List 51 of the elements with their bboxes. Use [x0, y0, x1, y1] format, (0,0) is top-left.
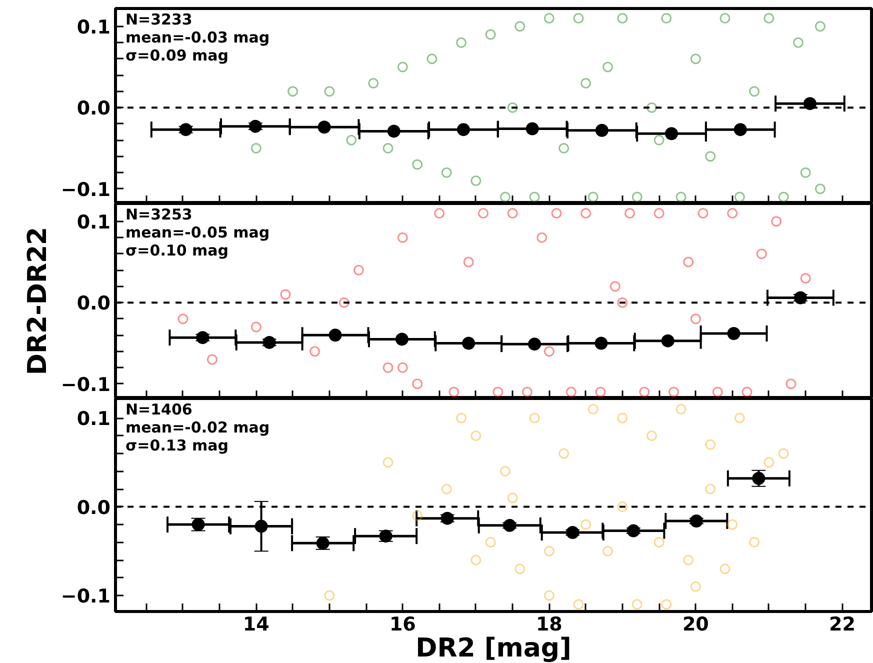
point [528, 338, 542, 351]
annotation: N=3233 [126, 10, 192, 28]
annotation: mean=-0.05 mag [126, 224, 270, 242]
y-tick-label: 0.0 [76, 98, 111, 120]
annotation: σ=0.13 mag [126, 436, 228, 454]
point [387, 124, 400, 138]
annotation: N=1406 [126, 400, 192, 418]
point [734, 123, 747, 136]
x-tick-label: 22 [828, 614, 856, 636]
point [462, 336, 476, 350]
point [318, 120, 331, 134]
point [665, 127, 678, 140]
point [727, 327, 740, 340]
point [526, 122, 539, 136]
point [440, 512, 454, 525]
y-tick-label: 0.1 [76, 211, 111, 234]
annotation: σ=0.09 mag [126, 46, 228, 64]
y-tick-label: 0.1 [76, 408, 111, 430]
point [661, 334, 674, 348]
x-tick-label: 14 [242, 614, 270, 636]
y-tick-label: −0.1 [60, 374, 110, 396]
y-tick-label: −0.1 [60, 178, 110, 201]
y-tick-label: −0.1 [60, 586, 110, 608]
y-tick-label: 0.0 [76, 292, 111, 315]
point [503, 518, 516, 532]
point [595, 124, 608, 137]
y-axis-title: DR2-DR22 [22, 226, 53, 376]
point [690, 514, 703, 528]
point [179, 123, 192, 136]
point [254, 520, 268, 533]
point [594, 336, 608, 350]
annotation: N=3253 [126, 206, 192, 224]
y-tick-label: 0.0 [76, 496, 111, 519]
point [262, 336, 276, 349]
annotation: mean=-0.02 mag [126, 418, 270, 436]
point [803, 97, 816, 110]
x-tick-label: 18 [536, 614, 562, 636]
point [566, 526, 580, 539]
point [626, 524, 640, 538]
point [456, 123, 470, 136]
x-tick-label: 20 [682, 614, 709, 636]
point [328, 328, 342, 342]
x-tick-label: 16 [389, 614, 416, 636]
y-tick-label: 0.1 [76, 16, 111, 38]
point [794, 291, 807, 304]
point [196, 331, 210, 344]
point [395, 332, 408, 346]
point [248, 120, 262, 133]
annotation: σ=0.10 mag [126, 242, 228, 260]
annotation: mean=-0.03 mag [126, 28, 270, 46]
x-axis-title: DR2 [mag] [416, 634, 572, 663]
